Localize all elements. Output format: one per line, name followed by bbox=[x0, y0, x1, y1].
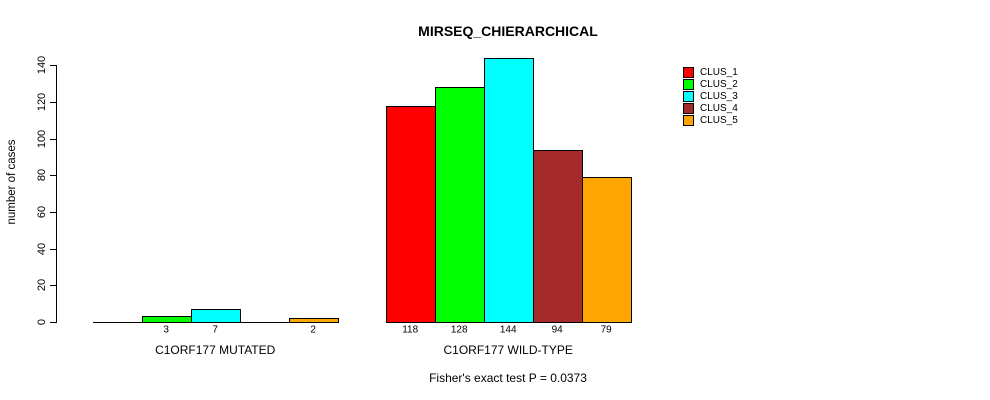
bar-clus_2 bbox=[141, 316, 192, 323]
legend-label: CLUS_5 bbox=[700, 115, 738, 126]
y-tick bbox=[50, 285, 56, 287]
bar-clus_1 bbox=[385, 105, 436, 323]
bar-clus_3 bbox=[483, 57, 534, 323]
legend-swatch-clus_4 bbox=[683, 103, 694, 114]
y-tick bbox=[50, 138, 56, 140]
y-tick-label: 120 bbox=[36, 92, 48, 112]
y-tick-label: 40 bbox=[36, 242, 48, 255]
y-axis-title: number of cases bbox=[6, 139, 18, 225]
annotation-text: Fisher's exact test P = 0.0373 bbox=[429, 371, 587, 385]
group-label: C1ORF177 WILD-TYPE bbox=[443, 343, 573, 357]
legend-item-clus_2: CLUS_2 bbox=[683, 79, 738, 90]
bar-clus_5 bbox=[581, 177, 632, 323]
y-tick-label: 140 bbox=[36, 56, 48, 75]
legend-label: CLUS_1 bbox=[700, 67, 738, 78]
legend: CLUS_1 CLUS_2 CLUS_3 CLUS_4 CLUS_5 bbox=[683, 67, 738, 127]
y-axis-line bbox=[56, 65, 57, 323]
bar-clus_5 bbox=[288, 318, 339, 323]
legend-swatch-clus_1 bbox=[683, 67, 694, 78]
y-tick bbox=[50, 101, 56, 103]
bar-value-label: 2 bbox=[310, 324, 316, 336]
legend-swatch-clus_2 bbox=[683, 79, 694, 90]
bar-value-label: 94 bbox=[551, 324, 563, 336]
bar-value-label: 144 bbox=[499, 324, 517, 336]
bar-value-label: 128 bbox=[450, 324, 468, 336]
bar-value-label: 79 bbox=[600, 324, 612, 336]
group-label: C1ORF177 MUTATED bbox=[155, 343, 276, 357]
bar-value-label: 118 bbox=[402, 324, 419, 336]
y-tick-label: 80 bbox=[36, 169, 48, 182]
bar-clus_3 bbox=[190, 309, 241, 323]
y-tick-label: 100 bbox=[36, 129, 48, 148]
chart-title: MIRSEQ_CHIERARCHICAL bbox=[418, 23, 598, 39]
bar-clus_4 bbox=[532, 149, 583, 323]
y-tick-label: 20 bbox=[36, 279, 48, 292]
legend-item-clus_4: CLUS_4 bbox=[683, 103, 738, 114]
legend-item-clus_3: CLUS_3 bbox=[683, 91, 738, 102]
y-tick bbox=[50, 322, 56, 323]
legend-swatch-clus_3 bbox=[683, 91, 694, 102]
y-tick bbox=[50, 211, 56, 213]
legend-label: CLUS_4 bbox=[700, 103, 738, 114]
y-tick-label: 0 bbox=[36, 318, 48, 326]
legend-swatch-clus_5 bbox=[683, 115, 694, 126]
legend-item-clus_5: CLUS_5 bbox=[683, 115, 738, 126]
bar-value-label: 3 bbox=[163, 324, 169, 336]
y-tick bbox=[50, 65, 56, 67]
y-tick bbox=[50, 248, 56, 250]
legend-label: CLUS_3 bbox=[700, 91, 738, 102]
y-tick bbox=[50, 175, 56, 177]
legend-item-clus_1: CLUS_1 bbox=[683, 67, 738, 78]
y-tick-label: 60 bbox=[36, 205, 48, 219]
bar-clus_2 bbox=[434, 87, 485, 323]
bar-value-label: 7 bbox=[212, 324, 218, 336]
legend-label: CLUS_2 bbox=[700, 79, 738, 90]
